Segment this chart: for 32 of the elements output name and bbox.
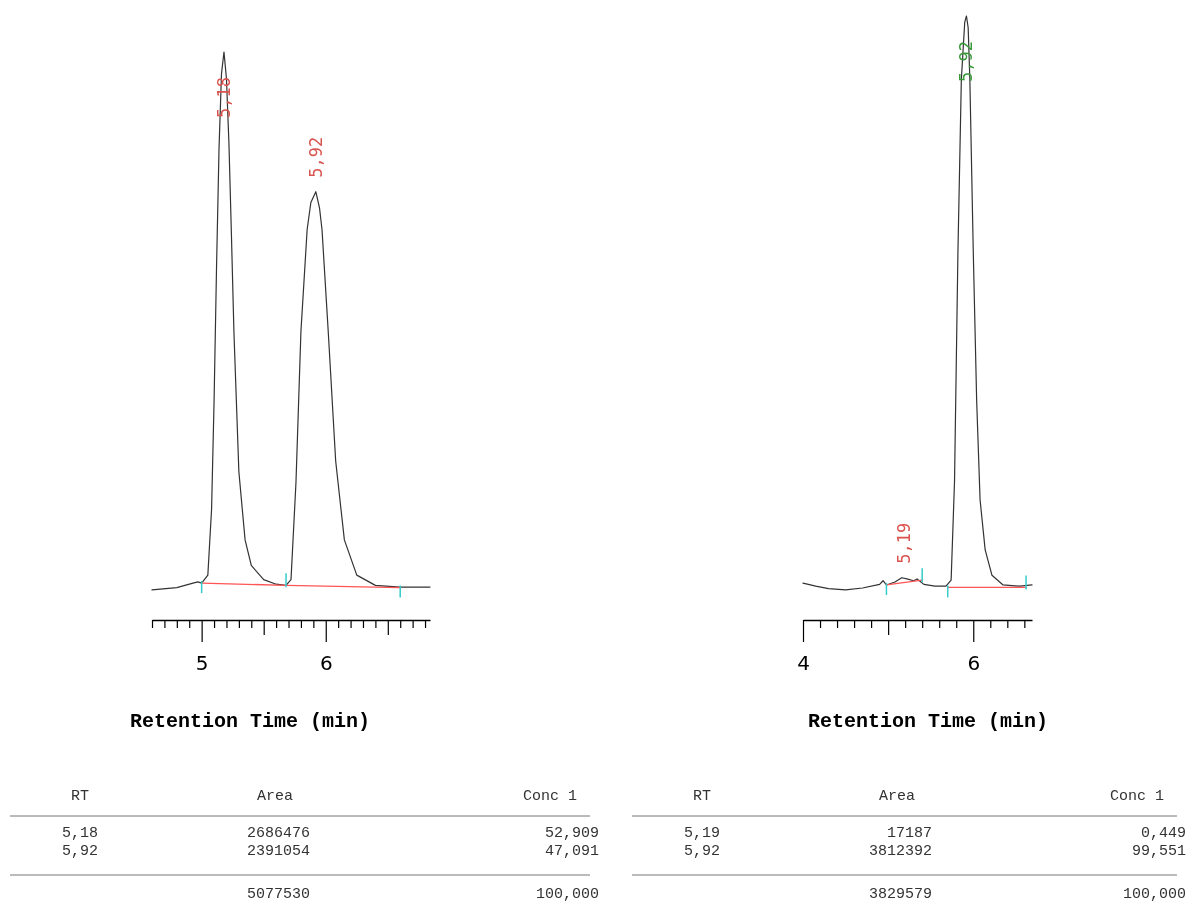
text: RT bbox=[70, 788, 90, 805]
x-axis-title: Retention Time (min) bbox=[807, 710, 1049, 733]
text: 2391054 bbox=[246, 843, 310, 860]
text: Conc 1 bbox=[1109, 788, 1165, 805]
text: 5,18 bbox=[61, 825, 99, 842]
text: Area bbox=[256, 788, 294, 805]
text: 5,19 bbox=[683, 825, 721, 842]
text: 3829579 bbox=[868, 886, 932, 903]
text: RT bbox=[692, 788, 712, 805]
text: 5,92 bbox=[61, 843, 99, 860]
annotation: 5,92 bbox=[305, 136, 326, 178]
x-tick-label: 6 bbox=[967, 651, 981, 676]
text: Conc 1 bbox=[522, 788, 578, 805]
text: Area bbox=[878, 788, 916, 805]
annotation: 5,92 bbox=[956, 41, 977, 82]
text: 5077530 bbox=[246, 886, 310, 903]
text: 52,909 bbox=[544, 825, 599, 842]
x-tick-label: 5 bbox=[195, 651, 209, 676]
text: 5,92 bbox=[683, 843, 721, 860]
text: 17187 bbox=[886, 825, 932, 842]
text: 100,000 bbox=[1122, 886, 1186, 903]
text: 47,091 bbox=[544, 843, 599, 860]
text: 100,000 bbox=[535, 886, 599, 903]
text: 99,551 bbox=[1131, 843, 1186, 860]
x-axis-title: Retention Time (min) bbox=[129, 710, 371, 733]
x-tick-label: 4 bbox=[797, 651, 810, 676]
text: 3812392 bbox=[868, 843, 932, 860]
annotation: 5,18 bbox=[213, 77, 234, 118]
x-tick-label: 6 bbox=[319, 651, 333, 676]
text: 2686476 bbox=[246, 825, 310, 842]
text: 0,449 bbox=[1140, 825, 1186, 842]
annotation: 5,19 bbox=[894, 522, 915, 564]
